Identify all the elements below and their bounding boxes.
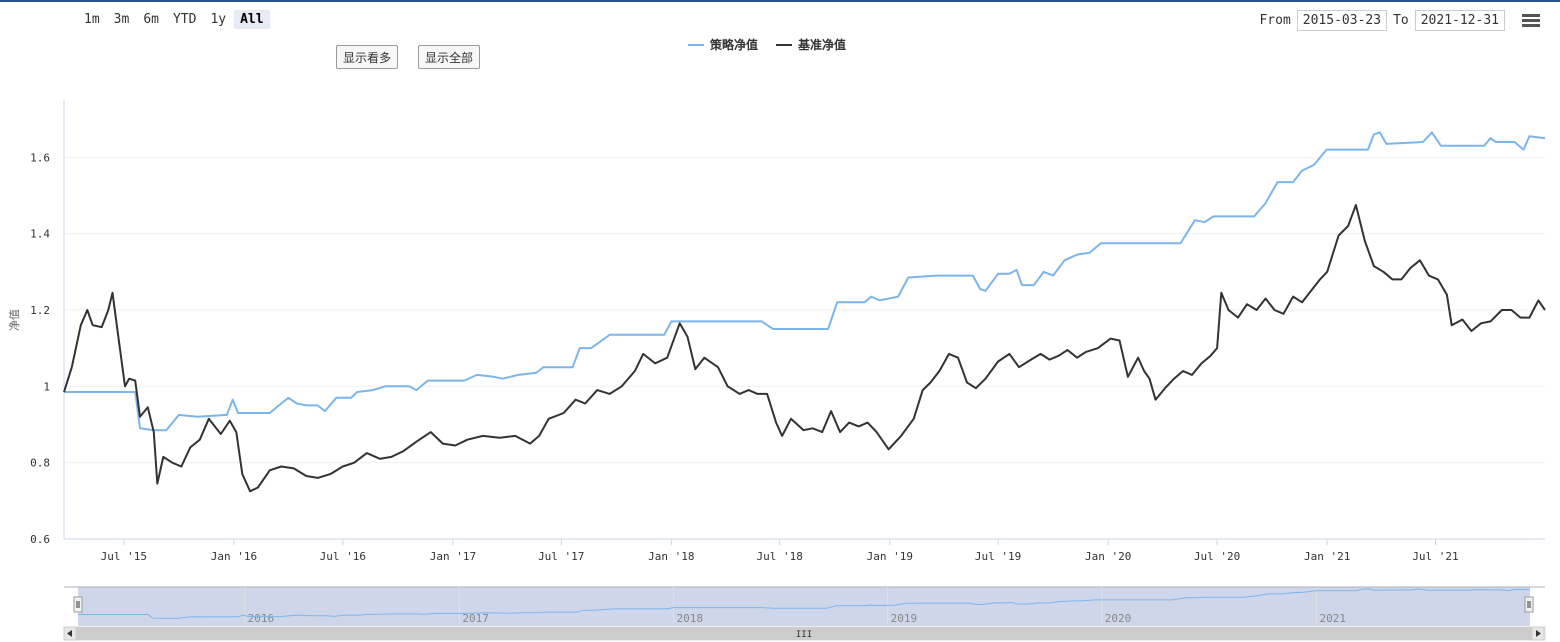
series-line-benchmark[interactable]: [63, 204, 1546, 493]
y-tick-label: 1.6: [30, 151, 50, 164]
x-tick-label: Jan '18: [648, 550, 694, 563]
navigator-line-strategy: [78, 588, 1531, 619]
navigator-year-label: 2021: [1319, 612, 1346, 625]
range-button-all[interactable]: All: [234, 10, 270, 29]
scroll-left-arrow-icon: [67, 630, 72, 637]
navigator-year-label: 2016: [248, 612, 275, 625]
legend-swatch-benchmark: [776, 43, 793, 46]
range-button-1y[interactable]: 1y: [210, 12, 227, 27]
navigator: 2016 2017 2018 2019 2020 2021: [64, 586, 1545, 626]
navigator-series: [78, 588, 1531, 619]
legend-swatch-strategy: [688, 43, 704, 46]
y-tick-label: 1.4: [30, 228, 50, 241]
y-tick-label: 1: [43, 380, 50, 393]
x-tick-label: Jan '16: [211, 550, 257, 563]
navigator-year-label: 2020: [1105, 612, 1132, 625]
navigator-year-label: 2017: [462, 612, 489, 625]
y-tick-labels: 0.6 0.8 1 1.2 1.4 1.6: [30, 151, 50, 546]
navigator-mask[interactable]: [78, 587, 1530, 626]
series-line-strategy[interactable]: [64, 131, 1546, 432]
scrollbar-grip: III: [796, 630, 812, 640]
menu-bar-bottom: [1522, 24, 1540, 27]
y-axis-title: 净值: [7, 309, 21, 331]
legend-item-benchmark[interactable]: 基准净值: [776, 36, 846, 53]
y-tick-label: 1.2: [30, 304, 50, 317]
navigator-year-label: 2019: [891, 612, 918, 625]
range-button-1m[interactable]: 1m: [84, 12, 100, 27]
scrollbar[interactable]: III: [63, 626, 1546, 641]
range-button-ytd[interactable]: YTD: [172, 12, 197, 27]
x-tick-label: Jul '19: [975, 550, 1021, 563]
y-grid: [64, 156, 1545, 540]
legend-label-benchmark: 基准净值: [798, 38, 847, 52]
x-tick-label: Jan '17: [430, 550, 476, 563]
x-tick-label: Jan '19: [867, 550, 913, 563]
y-tick-label: 0.8: [30, 457, 50, 470]
legend-item-strategy[interactable]: 策略净值: [688, 36, 758, 53]
x-tick-label: Jul '15: [101, 550, 147, 563]
from-label: From: [1259, 13, 1291, 28]
range-button-3m[interactable]: 3m: [113, 12, 130, 27]
scroll-right-arrow-icon: [1536, 630, 1541, 637]
x-tick-label: Jul '18: [756, 550, 802, 563]
top-border: [0, 0, 1560, 2]
hamburger-menu-icon[interactable]: [1522, 14, 1540, 28]
x-tick-label: Jul '16: [320, 550, 366, 563]
menu-bar-top: [1522, 14, 1540, 17]
legend: 策略净值 基准净值: [688, 36, 846, 53]
date-range: From 2015-03-23 To 2021-12-31: [1259, 10, 1505, 31]
to-label: To: [1393, 13, 1409, 28]
x-tick-label: Jan '20: [1085, 550, 1131, 563]
show-long-button[interactable]: 显示看多: [336, 45, 399, 69]
navigator-year-label: 2018: [676, 612, 703, 625]
series-group: [63, 131, 1546, 493]
navigator-year-grid: 2016 2017 2018 2019 2020 2021: [244, 587, 1346, 626]
x-tick-label: Jul '21: [1412, 550, 1458, 563]
show-all-button[interactable]: 显示全部: [418, 45, 481, 69]
range-button-6m[interactable]: 6m: [143, 12, 159, 27]
scrollbar-thumb[interactable]: [76, 627, 1532, 640]
navigator-handle-left[interactable]: [73, 596, 83, 613]
menu-bar-middle: [1522, 19, 1540, 22]
x-tick-label: Jan '21: [1304, 550, 1350, 563]
x-tick-label: Jul '17: [538, 550, 584, 563]
to-date-input[interactable]: 2021-12-31: [1414, 10, 1505, 31]
range-selector: 1m 3m 6m YTD 1y All: [78, 10, 270, 29]
legend-label-strategy: 策略净值: [710, 38, 759, 52]
navigator-handle-right[interactable]: [1524, 596, 1534, 613]
x-tick-labels: Jul '15 Jan '16 Jul '16 Jan '17 Jul '17 Jan '…: [101, 539, 1459, 563]
from-date-input[interactable]: 2015-03-23: [1296, 10, 1388, 31]
x-tick-label: Jul '20: [1194, 550, 1240, 563]
y-tick-label: 0.6: [30, 533, 50, 546]
